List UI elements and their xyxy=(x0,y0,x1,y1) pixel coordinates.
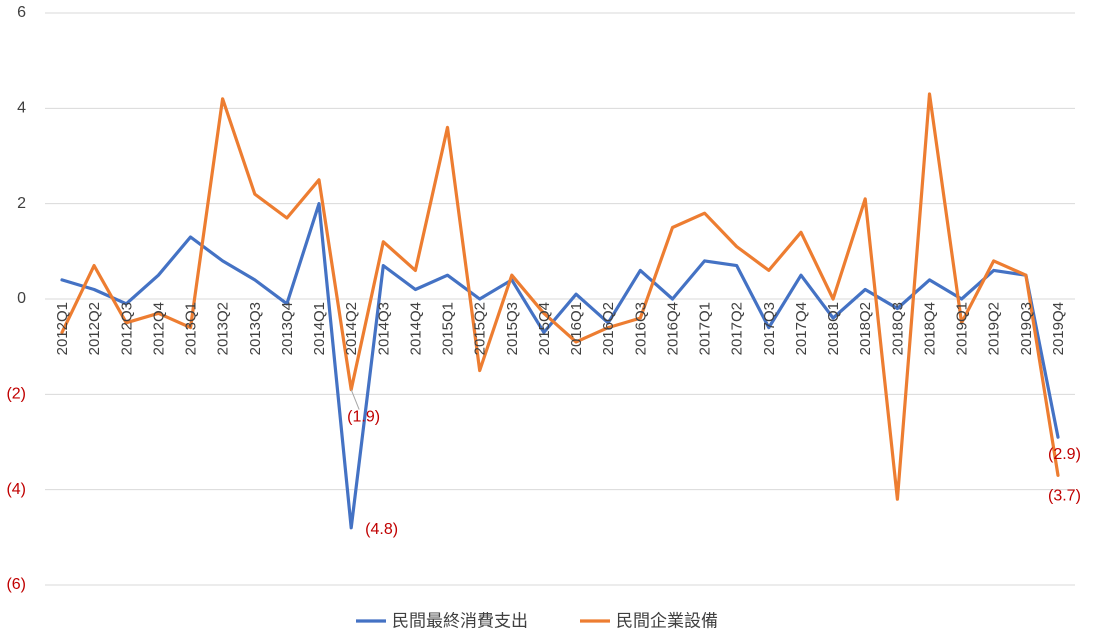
x-tick-label: 2019Q4 xyxy=(1050,302,1067,355)
data-label: (3.7) xyxy=(1048,487,1081,504)
x-tick-label: 2018Q1 xyxy=(825,302,842,355)
x-tick-label: 2015Q2 xyxy=(472,302,489,355)
legend: 民間最終消費支出 民間企業設備 xyxy=(356,611,718,630)
y-axis-tick-labels: 6 4 2 0 (2) (4) (6) xyxy=(6,4,26,593)
data-labels: (1.9) (4.8) (2.9) (3.7) xyxy=(347,389,1081,538)
data-label: (2.9) xyxy=(1048,446,1081,463)
x-tick-label: 2015Q4 xyxy=(536,302,553,355)
x-tick-label: 2016Q1 xyxy=(568,302,585,355)
x-tick-label: 2016Q2 xyxy=(600,302,617,355)
y-tick-label: (6) xyxy=(6,576,26,593)
x-tick-label: 2016Q3 xyxy=(632,302,649,355)
x-tick-label: 2013Q2 xyxy=(215,302,232,355)
x-tick-label: 2013Q4 xyxy=(279,302,296,355)
x-tick-label: 2018Q2 xyxy=(857,302,874,355)
x-tick-label: 2012Q4 xyxy=(150,302,167,355)
gridlines xyxy=(45,12,1075,586)
x-tick-label: 2012Q1 xyxy=(54,302,71,355)
x-tick-label: 2018Q3 xyxy=(889,302,906,355)
x-tick-label: 2019Q3 xyxy=(1018,302,1035,355)
data-label-leader xyxy=(350,389,360,410)
x-tick-label: 2015Q3 xyxy=(504,302,521,355)
y-tick-label: 4 xyxy=(17,100,26,117)
x-tick-label: 2015Q1 xyxy=(440,302,457,355)
x-tick-label: 2014Q4 xyxy=(407,302,424,355)
y-tick-label: (2) xyxy=(6,386,26,403)
series-line-1 xyxy=(60,202,1060,530)
series-lines xyxy=(60,92,1060,530)
x-tick-label: 2017Q1 xyxy=(697,302,714,355)
x-tick-label: 2013Q3 xyxy=(247,302,264,355)
x-tick-label: 2014Q1 xyxy=(311,302,328,355)
x-tick-label: 2012Q2 xyxy=(86,302,103,355)
y-tick-label: (4) xyxy=(6,481,26,498)
data-label: (1.9) xyxy=(347,409,380,426)
y-tick-label: 6 xyxy=(17,4,26,21)
x-tick-label: 2018Q4 xyxy=(921,302,938,355)
data-label: (4.8) xyxy=(365,521,398,538)
y-tick-label: 2 xyxy=(17,195,26,212)
x-tick-label: 2012Q3 xyxy=(118,302,135,355)
x-tick-label: 2017Q2 xyxy=(729,302,746,355)
x-tick-label: 2013Q1 xyxy=(183,302,200,355)
x-tick-label: 2019Q1 xyxy=(954,302,971,355)
legend-label: 民間企業設備 xyxy=(616,611,718,630)
x-tick-label: 2017Q3 xyxy=(761,302,778,355)
x-tick-label: 2016Q4 xyxy=(664,302,681,355)
x-tick-label: 2017Q4 xyxy=(793,302,810,355)
x-tick-label: 2019Q2 xyxy=(986,302,1003,355)
x-tick-label: 2014Q3 xyxy=(375,302,392,355)
y-tick-label: 0 xyxy=(17,290,26,307)
series-line-2 xyxy=(60,92,1060,501)
x-tick-label: 2014Q2 xyxy=(343,302,360,355)
legend-label: 民間最終消費支出 xyxy=(392,611,528,630)
x-axis-tick-labels: 2012Q1 2012Q2 2012Q3 2012Q4 2013Q1 2013Q2 2013… xyxy=(54,302,1067,355)
